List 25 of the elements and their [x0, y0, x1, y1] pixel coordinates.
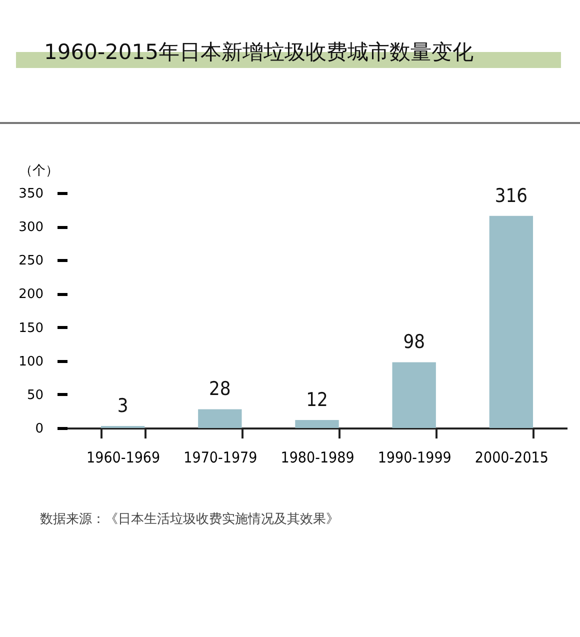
data-label: 316: [494, 184, 528, 207]
source-note: 数据来源：《日本生活垃圾收费实施情况及其效果》: [40, 511, 340, 528]
data-label: 98: [403, 331, 425, 354]
x-tick-label: 1980-1989: [280, 448, 354, 466]
data-label: 28: [209, 378, 231, 400]
data-label: 12: [306, 388, 328, 411]
y-tick-label: 350: [18, 186, 44, 202]
data-label: 3: [117, 394, 128, 417]
bar: [198, 409, 242, 428]
x-tick-label: 1960-1969: [86, 448, 160, 466]
x-tick-label: 1990-1999: [378, 448, 452, 466]
chart-title: 1960-2015年日本新增垃圾收费城市数量变化: [44, 39, 474, 66]
y-tick-label: 200: [18, 287, 44, 302]
y-tick-label: 300: [18, 220, 44, 236]
bar: [295, 420, 339, 428]
bar: [392, 362, 436, 428]
y-tick-label: 150: [18, 320, 44, 336]
bar: [489, 216, 534, 428]
y-tick-label: 100: [18, 354, 44, 370]
x-tick-label: 1970-1979: [184, 448, 258, 466]
x-tick-label: 2000-2015: [474, 448, 548, 466]
y-tick-label: 50: [26, 388, 44, 403]
y-tick-label: 0: [35, 422, 44, 436]
y-tick-label: 250: [18, 254, 44, 269]
y-axis-title: （个）: [20, 164, 58, 178]
